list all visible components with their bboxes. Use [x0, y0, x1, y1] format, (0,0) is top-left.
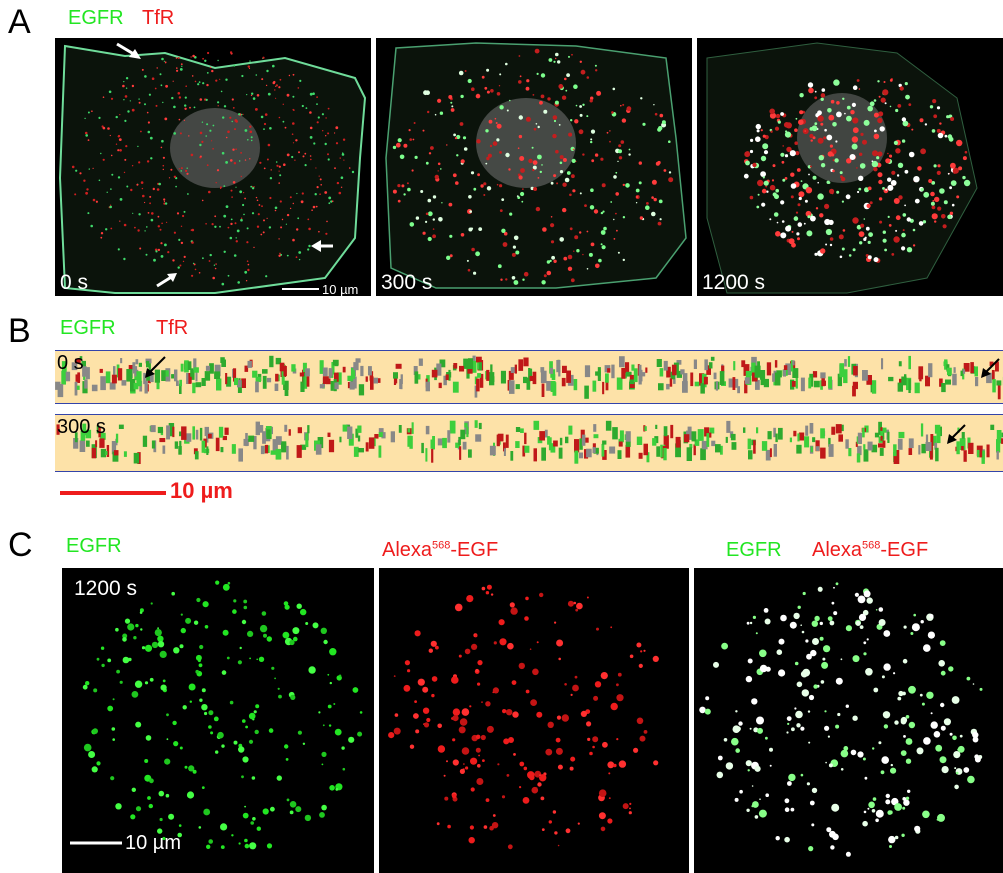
- panel-a-image-0s: 0 s 10 µm: [55, 38, 371, 296]
- scale-bar-label: 10 µm: [322, 282, 359, 296]
- panel-a-image-300s: 300 s: [376, 38, 692, 296]
- kymograph-0s: 0 s: [55, 350, 1003, 404]
- panel-a-egfr-label: EGFR: [68, 7, 124, 29]
- panel-b-tfr-label: TfR: [156, 317, 189, 339]
- label-text: Alexa: [812, 539, 863, 561]
- label-superscript: 568: [432, 539, 451, 552]
- panel-c-egfr-image: 1200 s 10 µm: [62, 568, 374, 873]
- time-label: 1200 s: [74, 577, 138, 600]
- panel-a-letter: A: [8, 3, 31, 41]
- cell-image: [70, 580, 363, 850]
- panel-b-letter: B: [8, 312, 31, 350]
- scale-bar: [60, 491, 166, 495]
- time-label: 300 s: [381, 271, 433, 294]
- cell-image: [699, 582, 983, 857]
- scale-bar-label: 10 µm: [170, 478, 233, 503]
- label-superscript: 568: [862, 539, 881, 552]
- time-label: 1200 s: [702, 271, 766, 294]
- kymograph-300s: 300 s: [55, 414, 1003, 472]
- cell-image: [58, 42, 367, 294]
- panel-c-merge-image: [694, 568, 1003, 873]
- kymograph-image: [55, 355, 1003, 400]
- cell-image: [706, 42, 978, 294]
- panel-a-image-1200s: 1200 s: [697, 38, 1003, 296]
- time-label: 0 s: [57, 352, 84, 374]
- panel-c-merge-alexa-label: Alexa568-EGF: [812, 540, 928, 560]
- label-text: -EGF: [880, 539, 929, 561]
- panel-b-egfr-label: EGFR: [60, 317, 116, 339]
- panel-c-merge-egfr-label: EGFR: [726, 539, 782, 561]
- label-text: Alexa: [382, 539, 433, 561]
- label-text: -EGF: [450, 539, 499, 561]
- panel-c-egfr-label: EGFR: [66, 535, 122, 557]
- panel-a-tfr-label: TfR: [142, 7, 175, 29]
- scale-bar-label: 10 µm: [125, 832, 181, 854]
- cell-image: [388, 584, 659, 850]
- panel-c-alexa-image: [379, 568, 689, 873]
- panel-c-alexa-label: Alexa568-EGF: [382, 540, 498, 560]
- panel-c-letter: C: [8, 526, 33, 564]
- time-label: 300 s: [57, 416, 106, 438]
- kymograph-image: [56, 420, 1003, 464]
- time-label: 0 s: [60, 271, 89, 294]
- cell-image: [385, 42, 687, 289]
